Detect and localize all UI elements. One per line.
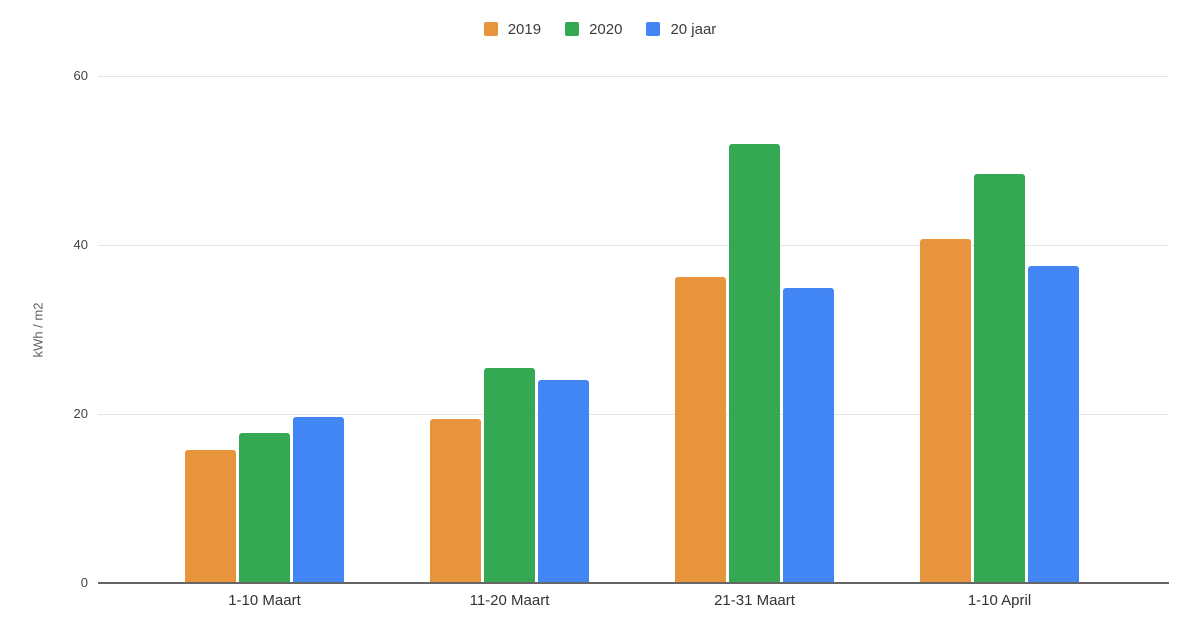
x-category-label-11-20-maart: 11-20 Maart bbox=[469, 592, 550, 609]
y-tick-label-60: 60 bbox=[73, 68, 88, 83]
bar-20-jaar-11-20-maart[interactable] bbox=[538, 380, 589, 583]
x-axis-category-labels: 1-10 Maart 11-20 Maart 21-31 Maart 1-10 Apr… bbox=[142, 592, 1122, 609]
bar-2019-1-10-april[interactable] bbox=[920, 239, 971, 583]
gridline-40 bbox=[98, 245, 1169, 246]
legend-label: 2020 bbox=[589, 20, 623, 38]
legend-item-2019: 2019 bbox=[483, 20, 542, 38]
x-category-label-1-10-maart: 1-10 Maart bbox=[228, 592, 301, 609]
bar-20-jaar-1-10-april[interactable] bbox=[1028, 266, 1079, 583]
bar-2020-11-20-maart[interactable] bbox=[484, 367, 535, 583]
y-tick-label-20: 20 bbox=[73, 406, 88, 421]
legend-swatch-20-jaar bbox=[646, 22, 661, 36]
bar-group-21-31-maart bbox=[632, 76, 877, 583]
bar-20-jaar-21-31-maart[interactable] bbox=[783, 288, 834, 583]
bar-2019-1-10-maart[interactable] bbox=[185, 450, 236, 583]
bar-2020-1-10-maart[interactable] bbox=[239, 432, 290, 583]
legend-item-20-jaar: 20 jaar bbox=[646, 21, 716, 38]
plot-area bbox=[98, 76, 1169, 584]
legend-swatch-2019 bbox=[483, 22, 498, 36]
gridline-20 bbox=[98, 414, 1169, 415]
bar-2020-21-31-maart[interactable] bbox=[729, 144, 780, 583]
legend-label: 20 jaar bbox=[670, 20, 717, 38]
chart-legend: 2019 2020 20 jaar bbox=[0, 20, 1200, 38]
x-category-label-21-31-maart: 21-31 Maart bbox=[714, 592, 795, 609]
x-category-label-1-10-april: 1-10 April bbox=[967, 592, 1032, 609]
legend-swatch-2020 bbox=[565, 22, 580, 36]
bar-2019-21-31-maart[interactable] bbox=[675, 277, 726, 583]
y-axis-title: kWh / m2 bbox=[30, 302, 46, 358]
legend-label: 2019 bbox=[507, 20, 542, 38]
bar-group-11-20-maart bbox=[387, 76, 632, 583]
gridline-60 bbox=[98, 76, 1169, 77]
bar-20-jaar-1-10-maart[interactable] bbox=[293, 417, 344, 583]
bar-2019-11-20-maart[interactable] bbox=[430, 419, 481, 583]
bar-group-1-10-maart bbox=[142, 76, 387, 583]
y-tick-label-0: 0 bbox=[80, 575, 88, 590]
bar-group-1-10-april bbox=[877, 76, 1122, 583]
legend-item-2020: 2020 bbox=[565, 21, 622, 38]
bar-groups bbox=[142, 76, 1122, 583]
y-tick-label-40: 40 bbox=[73, 237, 88, 252]
x-axis-line bbox=[98, 582, 1169, 584]
bar-2020-1-10-april[interactable] bbox=[974, 174, 1025, 583]
